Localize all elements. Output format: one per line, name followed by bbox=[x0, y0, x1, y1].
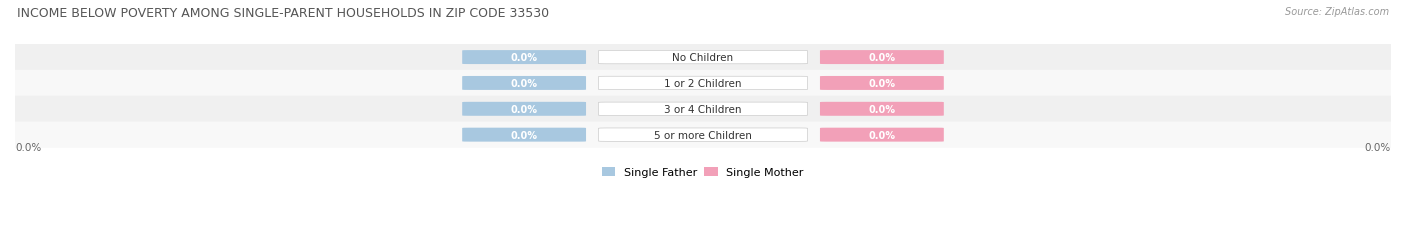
Text: 0.0%: 0.0% bbox=[869, 79, 896, 88]
Text: 0.0%: 0.0% bbox=[510, 104, 537, 114]
FancyBboxPatch shape bbox=[820, 128, 943, 142]
Text: Source: ZipAtlas.com: Source: ZipAtlas.com bbox=[1285, 7, 1389, 17]
FancyBboxPatch shape bbox=[599, 103, 807, 116]
FancyBboxPatch shape bbox=[463, 51, 586, 65]
FancyBboxPatch shape bbox=[820, 77, 943, 91]
Legend: Single Father, Single Mother: Single Father, Single Mother bbox=[598, 162, 808, 182]
Text: 0.0%: 0.0% bbox=[869, 53, 896, 63]
FancyBboxPatch shape bbox=[599, 77, 807, 90]
FancyBboxPatch shape bbox=[463, 128, 586, 142]
FancyBboxPatch shape bbox=[0, 45, 1406, 71]
Text: INCOME BELOW POVERTY AMONG SINGLE-PARENT HOUSEHOLDS IN ZIP CODE 33530: INCOME BELOW POVERTY AMONG SINGLE-PARENT… bbox=[17, 7, 548, 20]
Text: No Children: No Children bbox=[672, 53, 734, 63]
FancyBboxPatch shape bbox=[0, 122, 1406, 148]
Text: 0.0%: 0.0% bbox=[510, 53, 537, 63]
FancyBboxPatch shape bbox=[599, 128, 807, 142]
FancyBboxPatch shape bbox=[0, 96, 1406, 122]
FancyBboxPatch shape bbox=[820, 51, 943, 65]
Text: 0.0%: 0.0% bbox=[1365, 143, 1391, 152]
Text: 0.0%: 0.0% bbox=[510, 79, 537, 88]
Text: 5 or more Children: 5 or more Children bbox=[654, 130, 752, 140]
FancyBboxPatch shape bbox=[463, 102, 586, 116]
Text: 0.0%: 0.0% bbox=[510, 130, 537, 140]
Text: 0.0%: 0.0% bbox=[869, 104, 896, 114]
FancyBboxPatch shape bbox=[463, 77, 586, 91]
Text: 0.0%: 0.0% bbox=[869, 130, 896, 140]
Text: 3 or 4 Children: 3 or 4 Children bbox=[664, 104, 742, 114]
Text: 1 or 2 Children: 1 or 2 Children bbox=[664, 79, 742, 88]
Text: 0.0%: 0.0% bbox=[15, 143, 41, 152]
FancyBboxPatch shape bbox=[0, 70, 1406, 97]
FancyBboxPatch shape bbox=[599, 51, 807, 64]
FancyBboxPatch shape bbox=[820, 102, 943, 116]
